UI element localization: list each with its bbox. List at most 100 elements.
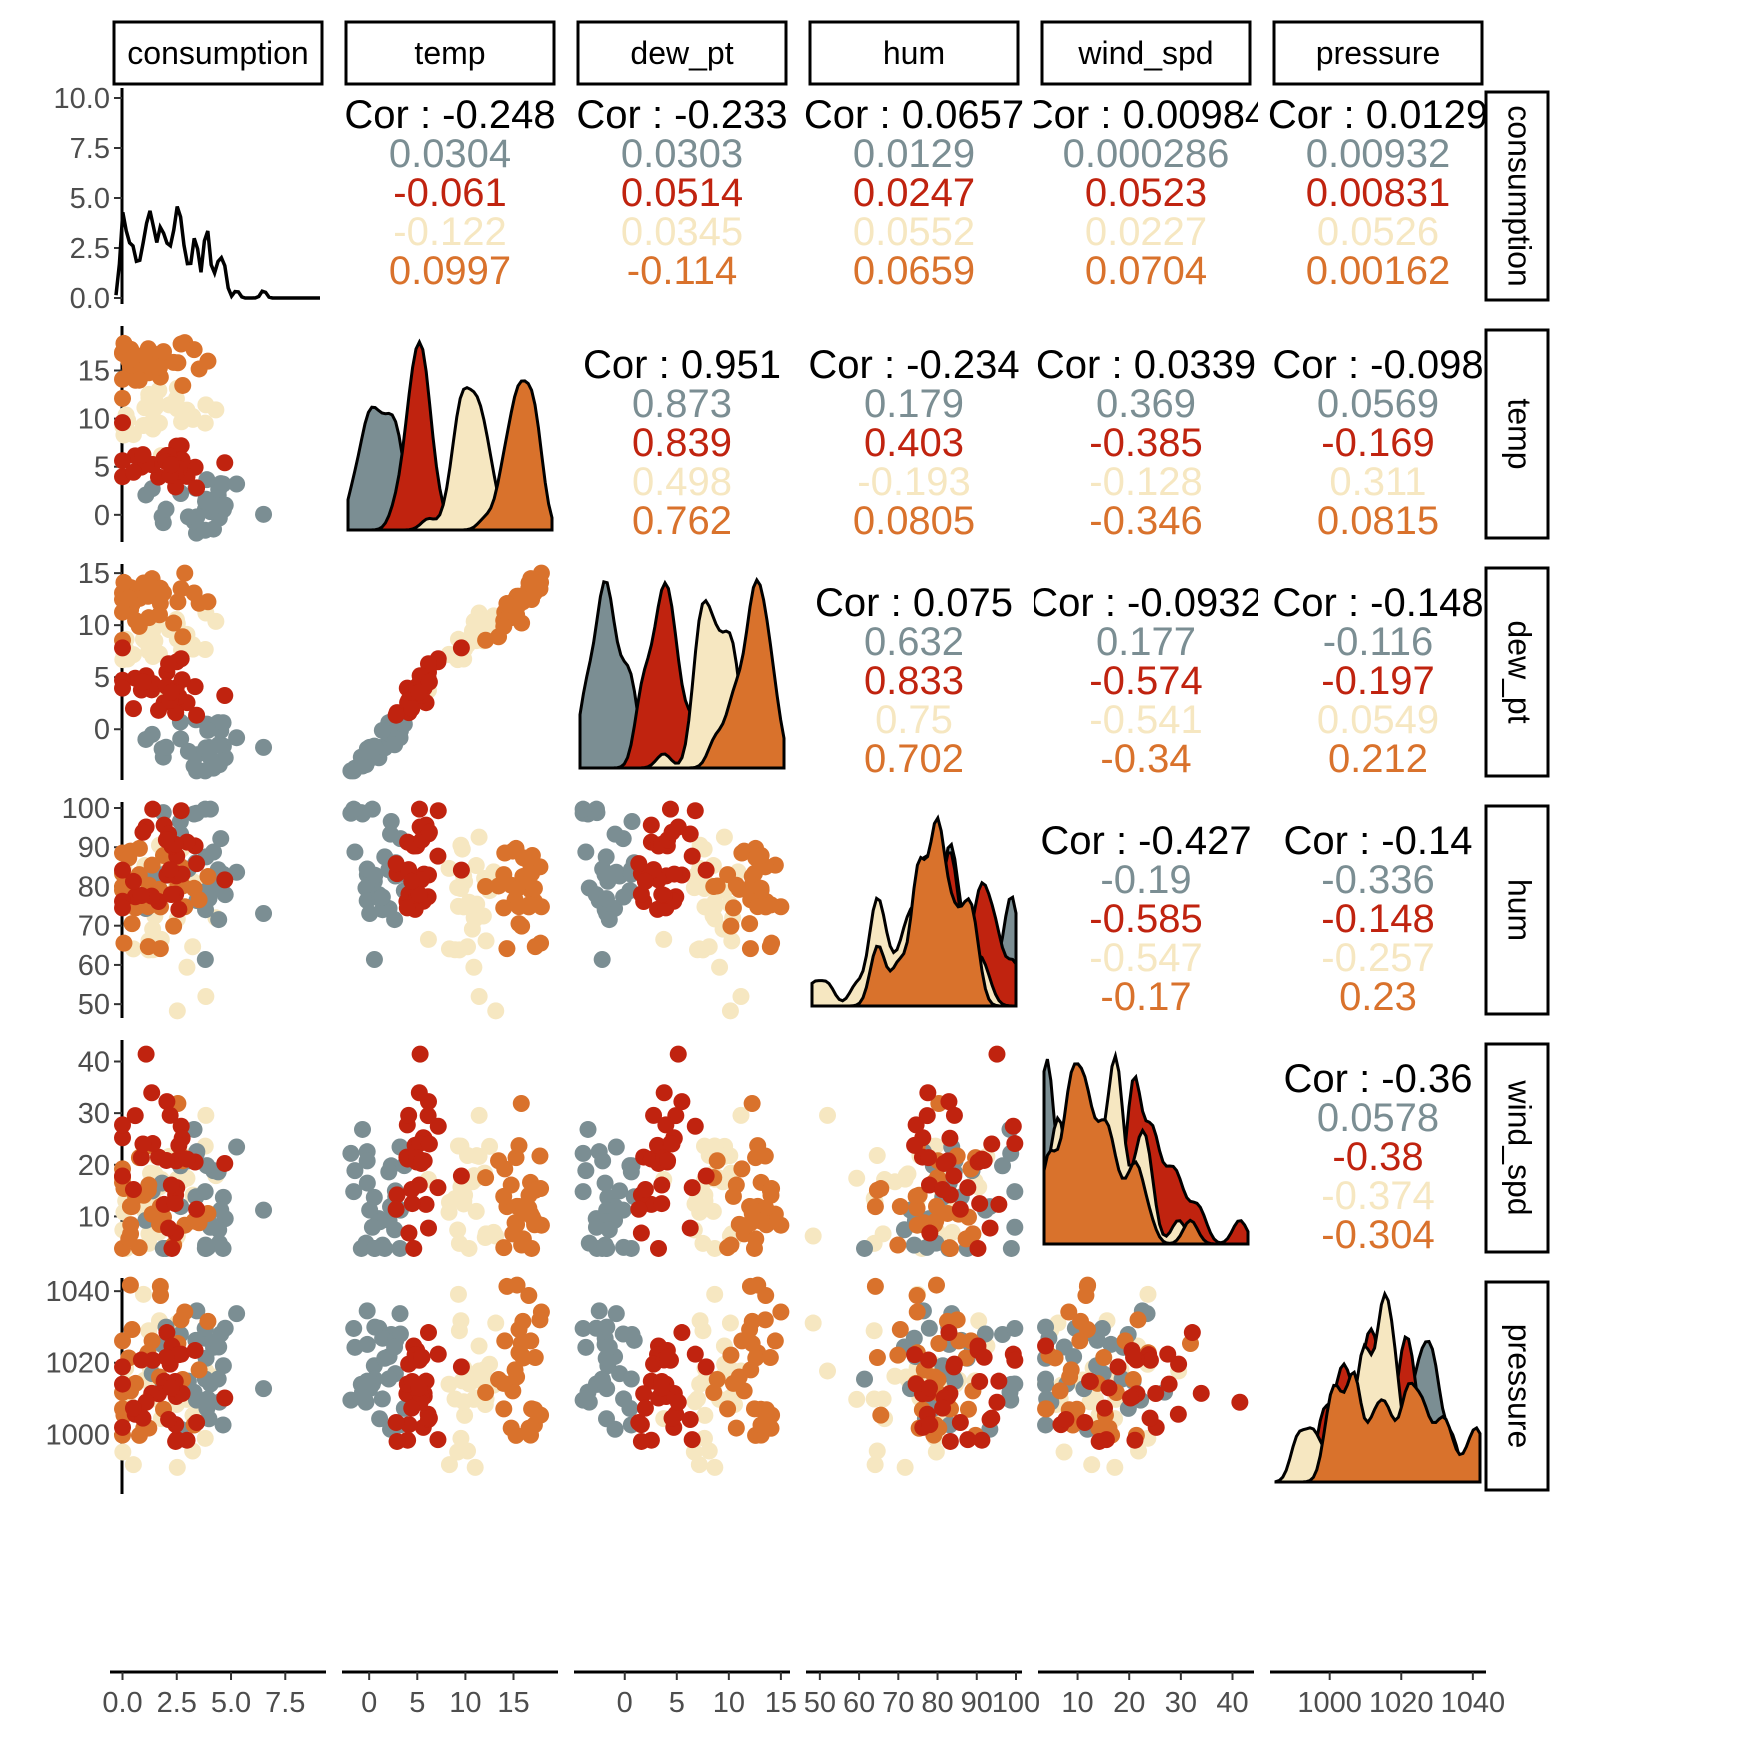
correlation-group-1: -0.148 xyxy=(1321,897,1434,941)
scatter-point xyxy=(361,1201,379,1219)
scatter-point xyxy=(889,1346,907,1364)
scatter-point xyxy=(597,1410,615,1428)
scatter-point xyxy=(721,1002,739,1020)
scatter-point xyxy=(440,1456,458,1474)
scatter-point xyxy=(669,1045,687,1063)
scatter-point xyxy=(865,1322,883,1340)
row-strip-label-wind_spd: wind_spd xyxy=(1502,1079,1538,1215)
column-strip-label-wind_spd: wind_spd xyxy=(1077,35,1213,71)
scatter-point xyxy=(366,1318,384,1336)
scatter-point xyxy=(630,1200,648,1218)
scatter-point xyxy=(747,849,765,867)
scatter-point xyxy=(981,1219,999,1237)
correlation-group-1: -0.385 xyxy=(1089,421,1202,465)
column-strip-pressure xyxy=(1272,20,1484,86)
scatter-point xyxy=(868,1146,886,1164)
scatter-point xyxy=(636,1399,654,1417)
scatter-point xyxy=(697,1358,715,1376)
scatter-point xyxy=(920,1149,938,1167)
scatter-point xyxy=(696,1192,714,1210)
y-tick-label-dew_pt: 0 xyxy=(94,714,110,746)
scatter-point xyxy=(697,1167,715,1185)
scatter-point xyxy=(906,1346,924,1364)
column-strip-consumption xyxy=(112,20,324,86)
scatter-point xyxy=(470,1106,488,1124)
scatter-point xyxy=(130,371,148,389)
scatter-point xyxy=(429,802,447,820)
scatter-point xyxy=(596,1174,614,1192)
scatter-point xyxy=(199,593,217,611)
scatter-point xyxy=(636,1181,654,1199)
scatter-point xyxy=(455,1393,473,1411)
scatter-point xyxy=(456,1406,474,1424)
scatter-point xyxy=(173,671,191,689)
scatter-point xyxy=(886,1367,904,1385)
scatter-point xyxy=(114,1116,132,1134)
scatter-point xyxy=(161,861,179,879)
scatter-point xyxy=(743,1095,761,1113)
scatter-point xyxy=(920,1319,938,1337)
scatter-point xyxy=(940,1324,958,1342)
scatter-point xyxy=(520,1287,538,1305)
scatter-point xyxy=(1002,1239,1020,1257)
scatter-point xyxy=(124,1181,142,1199)
x-tick-label-hum: 50 xyxy=(804,1687,836,1719)
scatter-point xyxy=(622,1370,640,1388)
x-tick-label-wind_spd: 20 xyxy=(1113,1687,1145,1719)
y-tick-label-hum: 80 xyxy=(78,871,110,903)
scatter-point xyxy=(114,1129,132,1147)
scatter-point xyxy=(169,354,187,372)
scatter-point xyxy=(872,1406,890,1424)
scatter-point xyxy=(137,1393,155,1411)
scatter-panel-wind_spd-vs-consumption xyxy=(114,1045,273,1257)
scatter-point xyxy=(523,864,541,882)
x-tick-label-dew_pt: 0 xyxy=(617,1687,633,1719)
scatter-point xyxy=(120,1230,138,1248)
scatter-point xyxy=(673,1093,691,1111)
scatter-point xyxy=(459,938,477,956)
scatter-point xyxy=(179,508,197,526)
correlation-group-2: 0.0526 xyxy=(1317,210,1439,254)
scatter-point xyxy=(665,865,683,883)
density-curve-group-3 xyxy=(1276,1369,1482,1484)
scatter-point xyxy=(653,1379,671,1397)
scatter-point xyxy=(452,1167,470,1185)
scatter-point xyxy=(1106,1458,1124,1476)
scatter-point xyxy=(154,514,172,532)
scatter-point xyxy=(632,1224,650,1242)
scatter-point xyxy=(188,706,206,724)
scatter-point xyxy=(476,1229,494,1247)
scatter-point xyxy=(157,738,175,756)
scatter-point xyxy=(1078,1277,1096,1295)
scatter-point xyxy=(386,1221,404,1239)
scatter-point xyxy=(403,1181,421,1199)
scatter-point xyxy=(114,861,132,879)
scatter-point xyxy=(185,879,203,897)
scatter-point xyxy=(614,830,632,848)
scatter-point xyxy=(184,410,202,428)
scatter-point xyxy=(600,1338,618,1356)
scatter-point xyxy=(172,335,190,353)
scatter-point xyxy=(1068,1400,1086,1418)
scatter-point xyxy=(196,1429,214,1447)
scatter-point xyxy=(711,958,729,976)
scatter-point xyxy=(706,893,724,911)
scatter-point xyxy=(386,736,404,754)
scatter-point xyxy=(865,1390,883,1408)
x-tick-label-temp: 15 xyxy=(497,1687,529,1719)
correlation-group-0: 0.179 xyxy=(864,382,964,426)
scatter-point xyxy=(1083,1456,1101,1474)
scatter-point xyxy=(137,730,155,748)
scatter-point xyxy=(196,800,214,818)
scatter-point xyxy=(990,1195,1008,1213)
scatter-point xyxy=(114,1332,132,1350)
scatter-point xyxy=(607,1305,625,1323)
y-tick-label-temp: 10 xyxy=(78,404,110,436)
scatter-point xyxy=(196,641,214,659)
correlation-group-0: 0.177 xyxy=(1096,620,1196,664)
